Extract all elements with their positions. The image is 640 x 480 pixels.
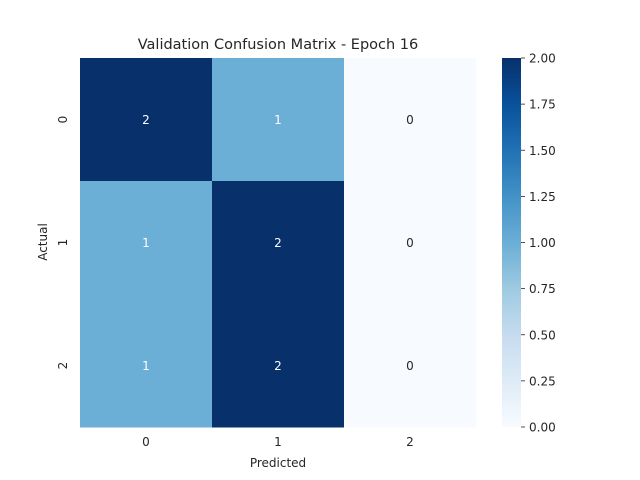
- colorbar-tick-labels: 0.00 0.25 0.50 0.75 1.00 1.25 1.50 1.75 2.00: [521, 52, 556, 435]
- cell-value-r1-c1: 2: [274, 236, 282, 250]
- cell-value-r2-c2: 0: [406, 359, 414, 373]
- cell-value-r1-c2: 0: [406, 236, 414, 250]
- cell-value-r0-c1: 1: [274, 113, 282, 127]
- x-axis-label: Predicted: [250, 456, 306, 470]
- heatmap-cell-r0-c2: [344, 58, 477, 182]
- y-tick-labels: 0 1 2: [56, 116, 70, 370]
- cell-value-r2-c0: 1: [142, 359, 150, 373]
- heatmap-cell-r0-c1: [212, 58, 345, 182]
- heatmap-cell-r1-c0: [80, 181, 213, 305]
- colorbar-tick-label: 1.00: [529, 236, 556, 250]
- colorbar-tick-label: 1.25: [529, 190, 556, 204]
- colorbar-tick-label: 0.50: [529, 328, 556, 342]
- heatmap-cells: [80, 58, 477, 428]
- heatmap-cell-r2-c0: [80, 304, 213, 428]
- colorbar-tick-label: 1.75: [529, 98, 556, 112]
- cell-value-r1-c0: 1: [142, 236, 150, 250]
- colorbar-tick-label: 0.25: [529, 374, 556, 388]
- chart-title: Validation Confusion Matrix - Epoch 16: [138, 37, 419, 53]
- cell-annotations: 2 1 0 1 2 0 1 2 0: [142, 113, 414, 373]
- y-tick-label: 0: [56, 116, 70, 124]
- y-tick-label: 2: [56, 362, 70, 370]
- x-tick-label: 0: [142, 435, 150, 449]
- heatmap-cell-r1-c2: [344, 181, 477, 305]
- x-tick-label: 1: [274, 435, 282, 449]
- colorbar-tick-label: 0.75: [529, 282, 556, 296]
- x-tick-labels: 0 1 2: [142, 435, 414, 449]
- colorbar-tick-label: 2.00: [529, 52, 556, 66]
- x-tick-label: 2: [406, 435, 414, 449]
- heatmap-cell-r2-c2: [344, 304, 477, 428]
- y-axis-label: Actual: [36, 223, 50, 261]
- cell-value-r0-c2: 0: [406, 113, 414, 127]
- cell-value-r0-c0: 2: [142, 113, 150, 127]
- heatmap-cell-r1-c1: [212, 181, 345, 305]
- y-tick-label: 1: [56, 239, 70, 247]
- colorbar-tick-label: 1.50: [529, 144, 556, 158]
- heatmap-cell-r0-c0: [80, 58, 213, 182]
- cell-value-r2-c1: 2: [274, 359, 282, 373]
- colorbar: [502, 58, 521, 427]
- colorbar-tick-label: 0.00: [529, 421, 556, 435]
- heatmap-cell-r2-c1: [212, 304, 345, 428]
